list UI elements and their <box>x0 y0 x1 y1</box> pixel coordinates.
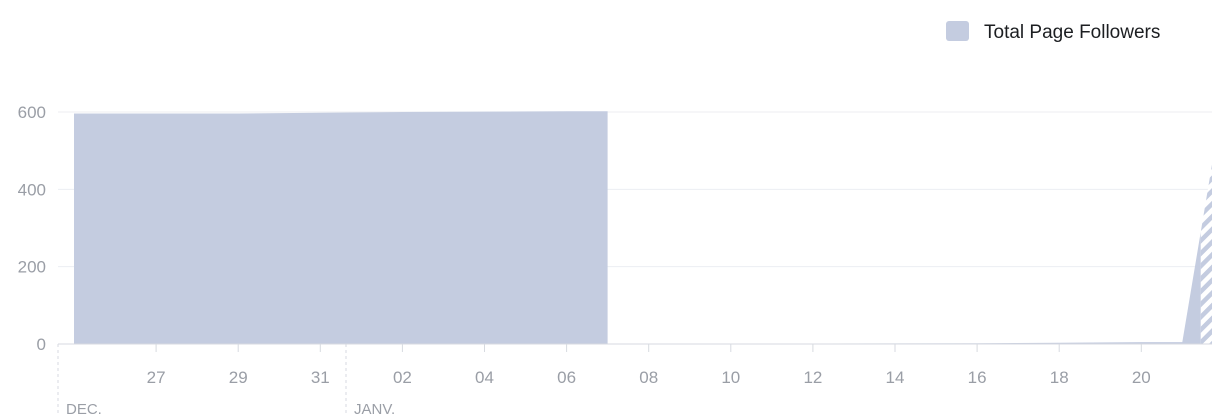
x-tick-label-10: 10 <box>721 368 740 387</box>
x-tick-label-14: 14 <box>886 368 905 387</box>
month-label-1: JANV. <box>354 401 395 416</box>
month-label-0: DEC. <box>66 401 102 416</box>
x-tick-label-31: 31 <box>311 368 330 387</box>
area-series-tail <box>607 231 1201 344</box>
x-tick-label-12: 12 <box>803 368 822 387</box>
x-tick-label-08: 08 <box>639 368 658 387</box>
legend-swatch <box>946 21 969 41</box>
legend-label: Total Page Followers <box>984 22 1160 43</box>
x-axis <box>58 343 1212 352</box>
area-series <box>74 111 1212 344</box>
y-tick-label-0: 0 <box>37 335 46 354</box>
x-tick-label-02: 02 <box>393 368 412 387</box>
y-tick-label-400: 400 <box>18 180 46 199</box>
y-axis-labels: 0 200 400 600 <box>18 103 46 354</box>
area-series-main <box>74 111 608 344</box>
x-axis-labels: 27 29 31 02 04 06 08 10 12 14 16 18 20 <box>147 368 1151 387</box>
x-tick-label-16: 16 <box>968 368 987 387</box>
x-tick-label-27: 27 <box>147 368 166 387</box>
month-labels: DEC. JANV. <box>57 344 395 416</box>
x-tick-label-04: 04 <box>475 368 494 387</box>
y-tick-label-600: 600 <box>18 103 46 122</box>
legend: Total Page Followers <box>946 21 1160 43</box>
x-tick-label-06: 06 <box>557 368 576 387</box>
x-tick-label-18: 18 <box>1050 368 1069 387</box>
area-series-partial-hatch <box>1200 164 1212 344</box>
x-tick-label-20: 20 <box>1132 368 1151 387</box>
y-tick-label-200: 200 <box>18 258 46 277</box>
x-tick-label-29: 29 <box>229 368 248 387</box>
